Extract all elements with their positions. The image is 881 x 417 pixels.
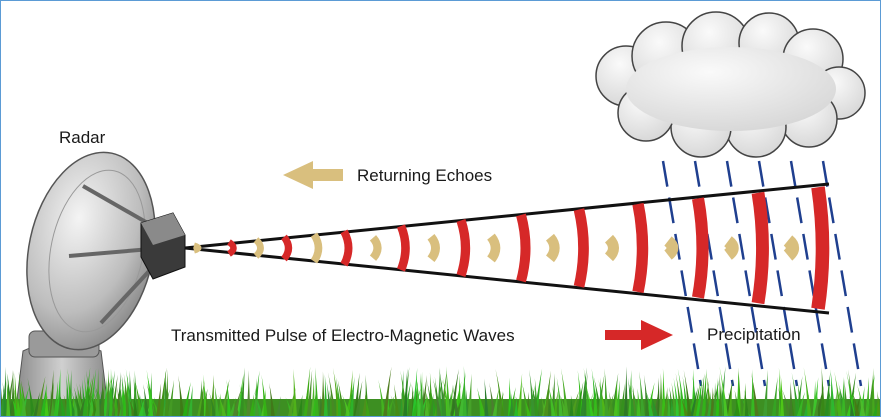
transmitted-wavefront (632, 202, 649, 294)
precipitation-label: Precipitation (707, 325, 801, 344)
transmitted-pulse-label: Transmitted Pulse of Electro-Magnetic Wa… (171, 326, 515, 345)
arrow-right-icon (605, 320, 673, 350)
echo-wavefront (604, 234, 620, 262)
transmitted-wavefront (456, 219, 471, 277)
echo-wavefront (487, 233, 501, 263)
grass-ground (1, 366, 880, 416)
transmitted-wavefront (516, 213, 531, 283)
radar-dish-icon (14, 151, 186, 416)
transmitted-wavefront (692, 197, 709, 299)
echo-wavefront (723, 236, 739, 260)
cloud-icon (595, 11, 866, 158)
radar-beam-cone (184, 182, 830, 315)
transmitted-wavefront (573, 208, 589, 288)
echo-wavefront (664, 236, 679, 260)
transmitted-wavefront (227, 239, 237, 257)
rain-streak (725, 160, 767, 387)
radar-label: Radar (59, 128, 106, 147)
arrow-left-icon (283, 161, 343, 189)
echo-wavefront (369, 235, 382, 261)
transmitted-wavefront (811, 186, 830, 310)
transmitted-wavefront (396, 224, 410, 272)
wavefronts (193, 186, 830, 310)
rain-streak (789, 160, 831, 387)
echo-wavefront (253, 237, 264, 259)
echo-wavefront (310, 232, 323, 264)
echo-wavefront (427, 234, 440, 262)
echo-wavefront (193, 242, 202, 254)
transmitted-wavefront (340, 229, 353, 267)
rain-streak (821, 160, 863, 387)
returning-echoes-label: Returning Echoes (357, 166, 493, 185)
echo-wavefront (545, 233, 560, 263)
echo-wavefront (783, 235, 800, 261)
transmitted-wavefront (751, 191, 769, 305)
transmitted-wavefront (281, 234, 293, 262)
